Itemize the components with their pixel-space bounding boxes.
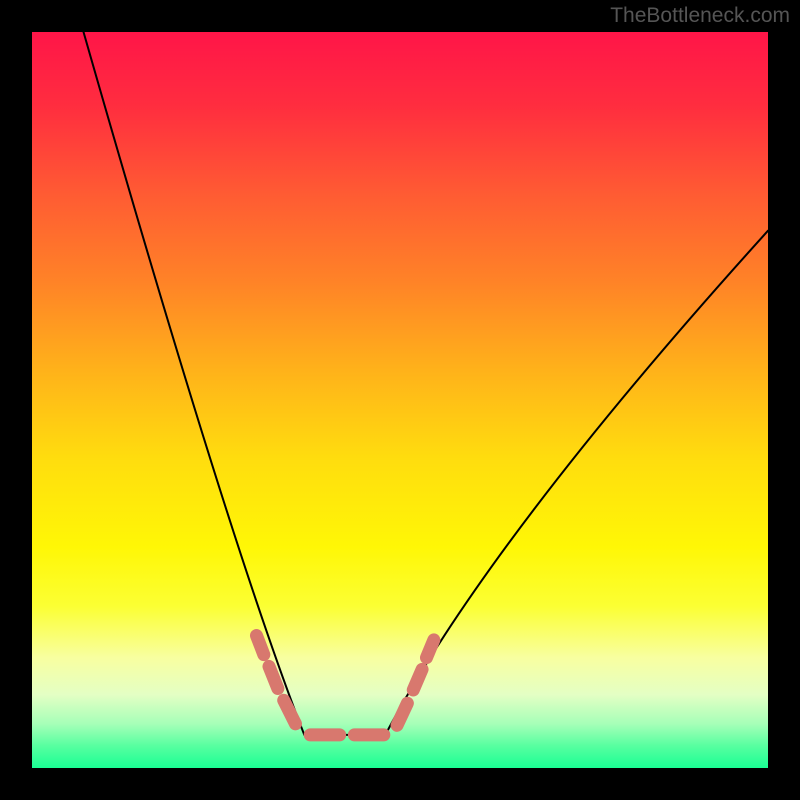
valley-dash-0 [256,636,263,655]
chart-container: TheBottleneck.com [0,0,800,800]
valley-dash-1 [269,666,278,688]
bottleneck-curve-chart [0,0,800,800]
valley-dash-6 [413,669,422,690]
valley-dash-7 [426,640,433,658]
